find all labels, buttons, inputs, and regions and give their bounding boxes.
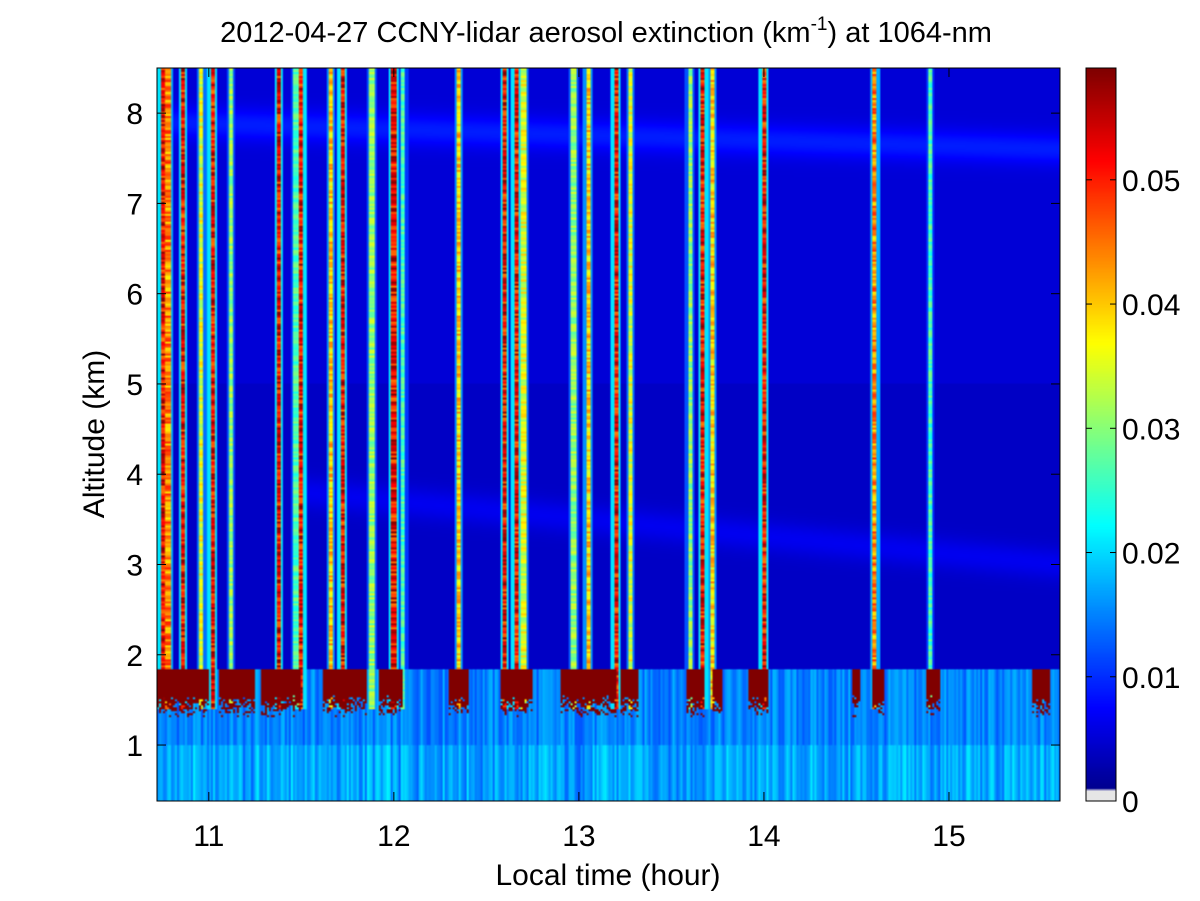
y-tick-label: 2 <box>126 640 143 673</box>
x-tick-label: 11 <box>193 820 224 853</box>
y-tick-label: 8 <box>126 98 143 131</box>
colorbar-tick-label: 0.02 <box>1122 538 1180 571</box>
colorbar-frame <box>1085 67 1117 802</box>
chart-title: 2012-04-27 CCNY-lidar aerosol extinction… <box>220 14 992 49</box>
y-tick-label: 4 <box>126 459 143 492</box>
colorbar-tick-label: 0.04 <box>1122 289 1180 322</box>
y-tick-label: 6 <box>126 279 143 312</box>
colorbar: 0 0.01 0.02 0.03 0.04 0.05 <box>1085 67 1180 819</box>
y-tick-label: 5 <box>126 369 143 402</box>
colorbar-gradient <box>1086 68 1116 801</box>
x-axis-ticks: 11 12 13 14 15 <box>193 68 966 853</box>
x-tick-label: 15 <box>932 820 965 853</box>
y-tick-label: 3 <box>126 549 143 582</box>
heatmap-plot-area <box>157 68 1060 801</box>
colorbar-ticks: 0 0.01 0.02 0.03 0.04 0.05 <box>1086 165 1180 819</box>
plot-area-frame <box>156 67 1061 802</box>
heatmap-image <box>157 68 1060 801</box>
y-axis-label: Altitude (km) <box>78 350 111 518</box>
colorbar-tick-label: 0.03 <box>1122 413 1180 446</box>
y-tick-label: 1 <box>126 730 143 763</box>
colorbar-tick-label: 0 <box>1122 786 1139 819</box>
x-tick-label: 14 <box>747 820 780 853</box>
x-tick-label: 13 <box>562 820 595 853</box>
colorbar-tick-label: 0.05 <box>1122 165 1180 198</box>
title-superscript: -1 <box>811 14 828 35</box>
y-axis-ticks: 1 2 3 4 5 6 7 8 <box>126 98 1060 763</box>
x-axis-label: Local time (hour) <box>495 859 720 892</box>
x-tick-label: 12 <box>377 820 410 853</box>
y-tick-label: 7 <box>126 188 143 221</box>
colorbar-tick-label: 0.01 <box>1122 662 1180 695</box>
